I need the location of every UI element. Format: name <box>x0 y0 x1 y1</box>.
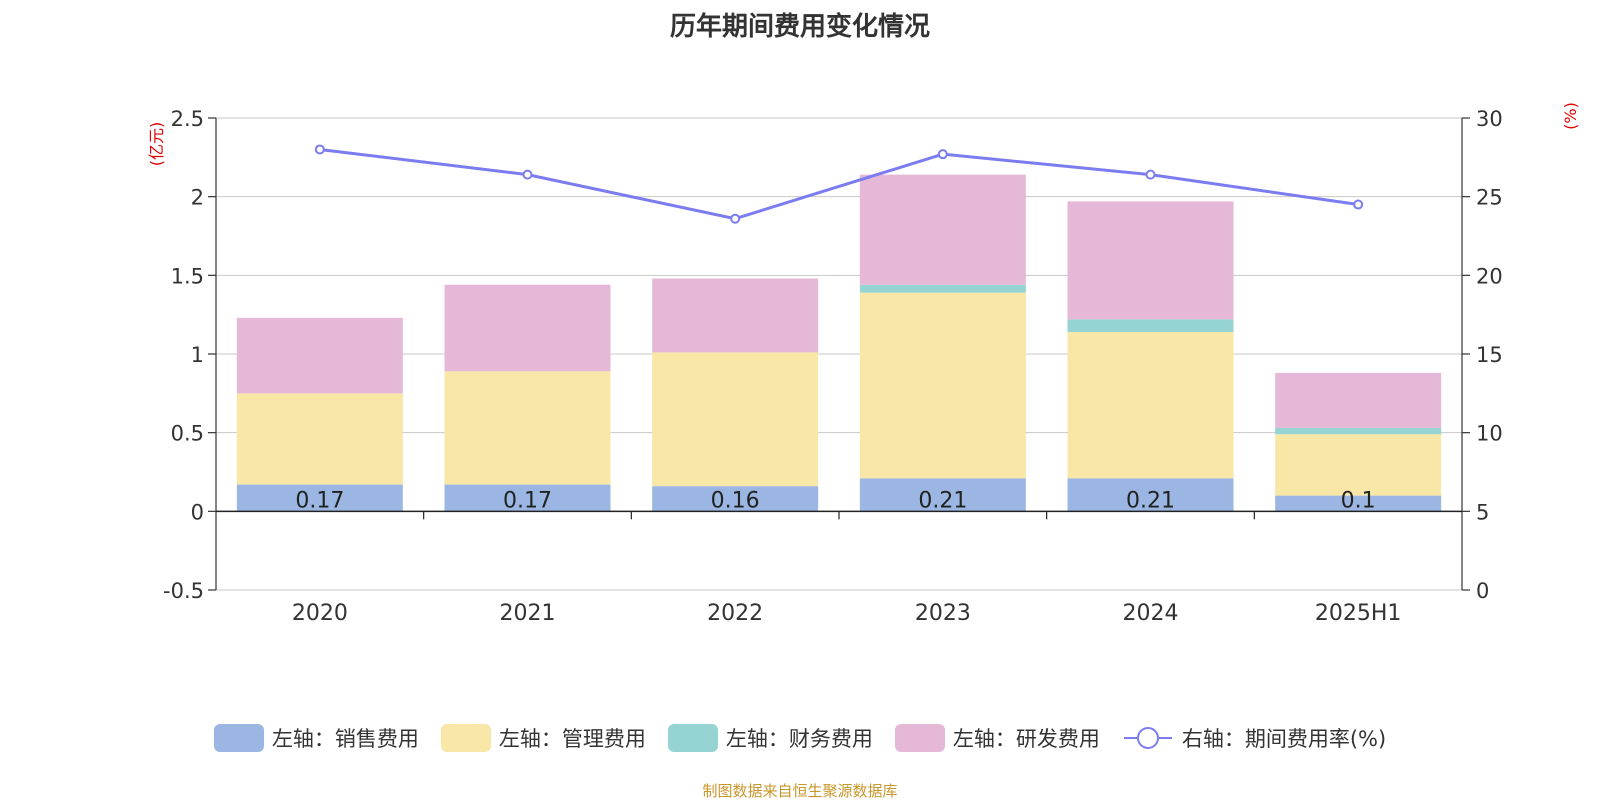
legend-label-ratio: 右轴：期间费用率(%) <box>1181 727 1387 751</box>
bar-admin <box>1275 434 1442 496</box>
bar-sales <box>859 478 1026 512</box>
bar-sales <box>1067 478 1234 512</box>
bar-data-label: 0.21 <box>918 488 967 513</box>
x-axis-category-label: 2022 <box>707 601 763 626</box>
left-axis-tick-label: -0.5 <box>163 579 204 603</box>
bar-finance <box>1067 319 1234 332</box>
right-axis-tick-label: 20 <box>1476 264 1503 288</box>
x-axis-category-label: 2021 <box>500 601 556 626</box>
legend-item-sales[interactable]: 左轴：销售费用 <box>213 723 419 753</box>
ratio-point <box>1145 169 1156 180</box>
bar-rnd <box>859 174 1026 285</box>
x-axis-category-label: 2020 <box>292 601 348 626</box>
bar-data-label: 0.16 <box>711 488 760 513</box>
bar-sales <box>652 486 819 512</box>
legend-swatch-finance <box>667 724 718 752</box>
bar-data-label: 0.1 <box>1341 488 1376 513</box>
chart-title: 历年期间费用变化情况 <box>669 12 930 42</box>
ratio-point <box>730 213 741 224</box>
x-axis-category-label: 2023 <box>915 601 971 626</box>
bar-rnd <box>1275 372 1442 428</box>
bar-data-label: 0.17 <box>503 488 552 513</box>
right-axis-unit-label: (%) <box>1561 102 1580 130</box>
legend-line-marker-icon <box>1123 727 1172 749</box>
right-axis-tick-label: 0 <box>1476 579 1489 603</box>
left-axis-tick-label: 2 <box>191 186 204 210</box>
bar-data-label: 0.21 <box>1126 488 1175 513</box>
left-axis-tick-label: 2.5 <box>171 107 204 131</box>
data-source-note: 制图数据来自恒生聚源数据库 <box>702 782 898 800</box>
legend-item-finance[interactable]: 左轴：财务费用 <box>667 723 873 753</box>
ratio-point <box>522 169 533 180</box>
right-axis-tick-label: 15 <box>1476 343 1503 367</box>
right-axis-tick-label: 30 <box>1476 107 1503 131</box>
bar-sales <box>236 484 403 512</box>
bar-rnd <box>236 317 403 394</box>
left-axis-unit-label: (亿元) <box>147 122 166 167</box>
bar-admin <box>444 371 611 485</box>
bar-admin <box>859 292 1026 479</box>
chart-legend: 左轴：销售费用 左轴：管理费用 左轴：财务费用 左轴：研发费用 右轴：期间费用率… <box>0 722 1600 754</box>
x-axis-category-label: 2025H1 <box>1315 601 1402 626</box>
x-axis-category-label: 2024 <box>1123 601 1179 626</box>
legend-label-sales: 左轴：销售费用 <box>271 727 419 751</box>
bar-admin <box>236 393 403 485</box>
bar-sales <box>444 484 611 512</box>
bar-sales <box>1275 495 1442 512</box>
right-axis-tick-label: 25 <box>1476 186 1503 210</box>
ratio-point <box>314 144 325 155</box>
legend-item-admin[interactable]: 左轴：管理费用 <box>440 723 646 753</box>
left-axis-tick-label: 0.5 <box>171 422 204 446</box>
bar-finance <box>859 284 1026 293</box>
left-axis-tick-label: 0 <box>191 500 204 524</box>
legend-label-finance: 左轴：财务费用 <box>725 727 873 751</box>
legend-item-rnd[interactable]: 左轴：研发费用 <box>894 723 1100 753</box>
legend-swatch-rnd <box>894 724 945 752</box>
bar-rnd <box>444 284 611 372</box>
left-axis-tick-label: 1.5 <box>171 264 204 288</box>
bar-admin <box>652 352 819 487</box>
right-axis-tick-label: 5 <box>1476 500 1489 524</box>
left-axis-tick-label: 1 <box>191 343 204 367</box>
bar-rnd <box>652 278 819 353</box>
bar-data-label: 0.17 <box>295 488 344 513</box>
ratio-point <box>937 149 948 160</box>
ratio-point <box>1353 199 1364 210</box>
bar-admin <box>1067 331 1234 479</box>
legend-label-admin: 左轴：管理费用 <box>498 727 646 751</box>
bar-finance <box>1275 427 1442 435</box>
ratio-line <box>319 147 1359 221</box>
legend-item-ratio[interactable]: 右轴：期间费用率(%) <box>1122 723 1386 753</box>
right-axis-tick-label: 10 <box>1476 422 1503 446</box>
bar-rnd <box>1067 201 1234 320</box>
legend-swatch-sales <box>213 724 264 752</box>
legend-label-rnd: 左轴：研发费用 <box>952 727 1100 751</box>
legend-swatch-admin <box>440 724 491 752</box>
